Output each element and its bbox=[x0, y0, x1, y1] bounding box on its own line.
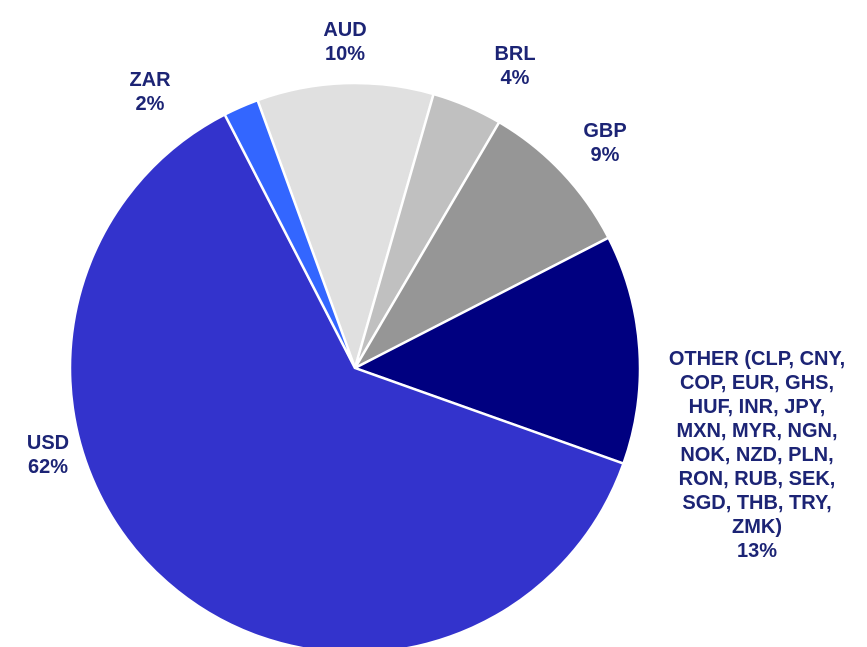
value-label: 4% bbox=[500, 67, 530, 89]
category-label: AUD bbox=[323, 19, 367, 41]
category-label: BRL bbox=[494, 43, 536, 65]
slice-label: BRL 4% bbox=[475, 42, 555, 90]
pie-slice bbox=[68, 112, 626, 647]
category-label: USD bbox=[26, 432, 70, 454]
value-label: 13% bbox=[736, 540, 778, 562]
slice-label: GBP 9% bbox=[565, 119, 645, 167]
value-label: 2% bbox=[135, 93, 165, 115]
category-label: OTHER (CLP, CNY, COP, EUR, GHS, HUF, INR… bbox=[668, 348, 846, 538]
value-label: 62% bbox=[27, 456, 69, 478]
category-label: GBP bbox=[583, 120, 627, 142]
slice-label: OTHER (CLP, CNY, COP, EUR, GHS, HUF, INR… bbox=[662, 347, 852, 563]
pie-slice bbox=[351, 236, 642, 466]
value-label: 9% bbox=[590, 144, 620, 166]
pie-slice bbox=[223, 98, 357, 369]
category-label: ZAR bbox=[129, 69, 171, 91]
value-label: 10% bbox=[324, 43, 366, 65]
pie-slice bbox=[351, 120, 611, 372]
slice-label: USD 62% bbox=[8, 431, 88, 479]
slice-label: AUD 10% bbox=[305, 18, 385, 66]
slice-label: ZAR 2% bbox=[110, 68, 190, 116]
pie-slice bbox=[255, 81, 436, 373]
